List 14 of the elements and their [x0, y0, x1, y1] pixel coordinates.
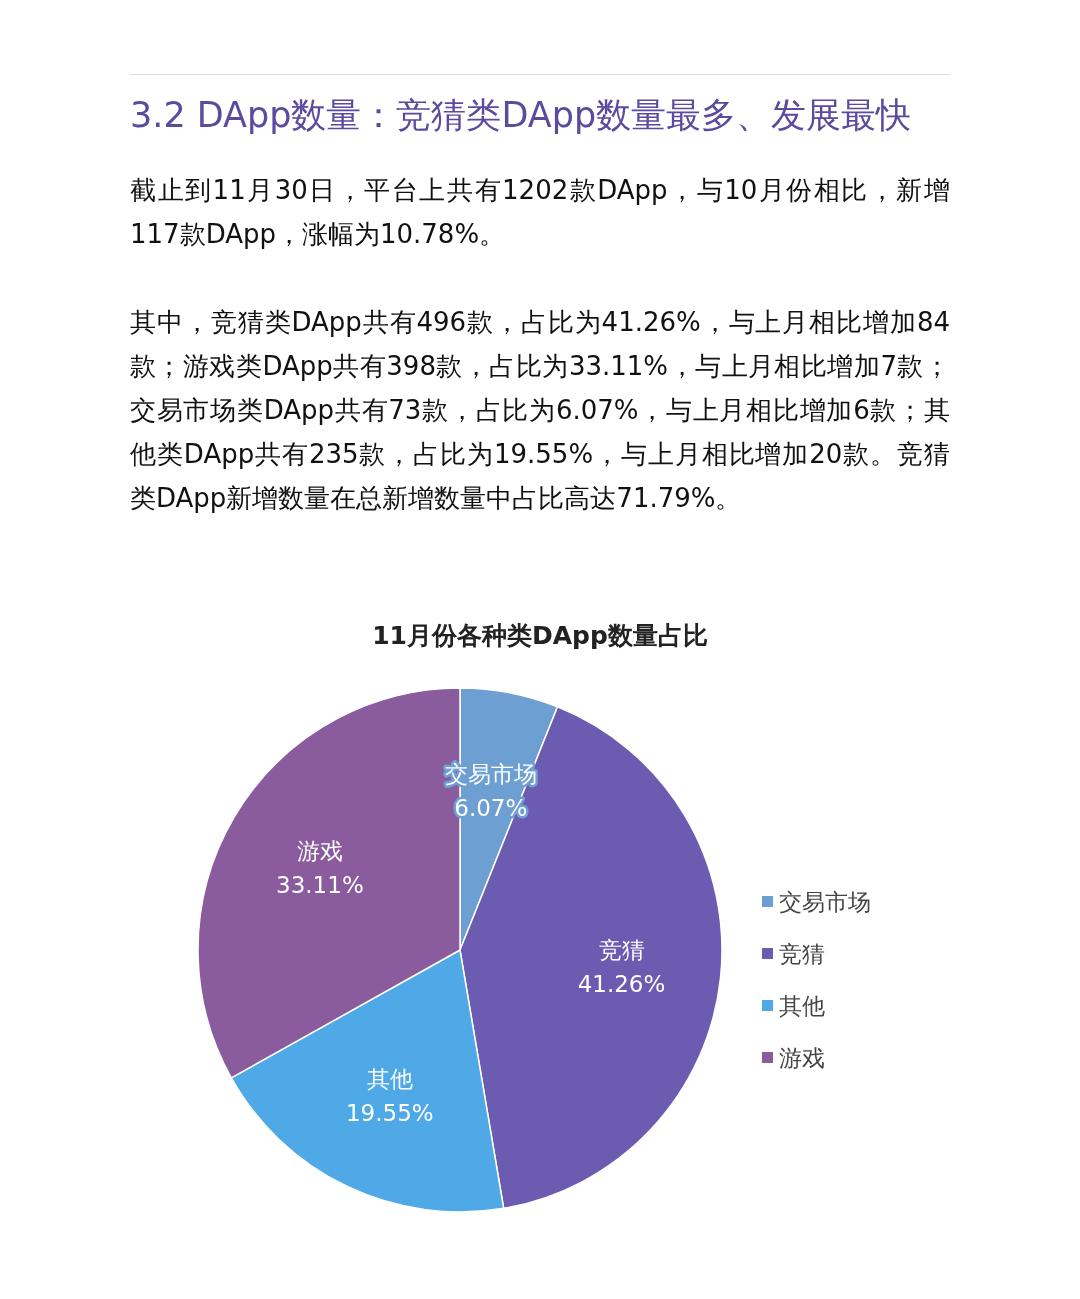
- legend-label: 竞猜: [779, 941, 825, 967]
- legend-label: 游戏: [779, 1045, 825, 1071]
- data-label: 19.55%: [345, 1100, 434, 1127]
- chart-title: 11月份各种类DApp数量占比: [372, 621, 708, 650]
- slice-label: 竞猜: [598, 937, 645, 964]
- slice-label: 其他: [366, 1066, 413, 1093]
- legend-label: 交易市场: [779, 889, 871, 915]
- slice-label: 游戏: [296, 837, 343, 864]
- text: 截止到11月30日，平台上共有1202款DApp，与10月份相比，新增117款DApp，涨幅为10.78%。: [130, 174, 950, 251]
- data-label: 41.26%: [577, 971, 666, 998]
- data-label: 33.11%: [276, 871, 364, 898]
- chart-subtitle: 3.2 DApp数量：竞猜类DApp数量最多、发展最快: [130, 94, 912, 137]
- legend-label: 其他: [779, 993, 825, 1019]
- text: 其中，竞猜类DApp共有496款，占比为41.26%，与上月相比增加84款；游戏类DApp共有398款，占比为33.11%，与上月相比增加7款；交易市场类DApp共有73款，占比为6.07%，与上月相比增加6款；其他类DApp共有235款，占比为19.55%，与上月相比增加20款。竞猜类DApp新增数量在总新增数量中占比高达71.79%。: [130, 306, 950, 515]
